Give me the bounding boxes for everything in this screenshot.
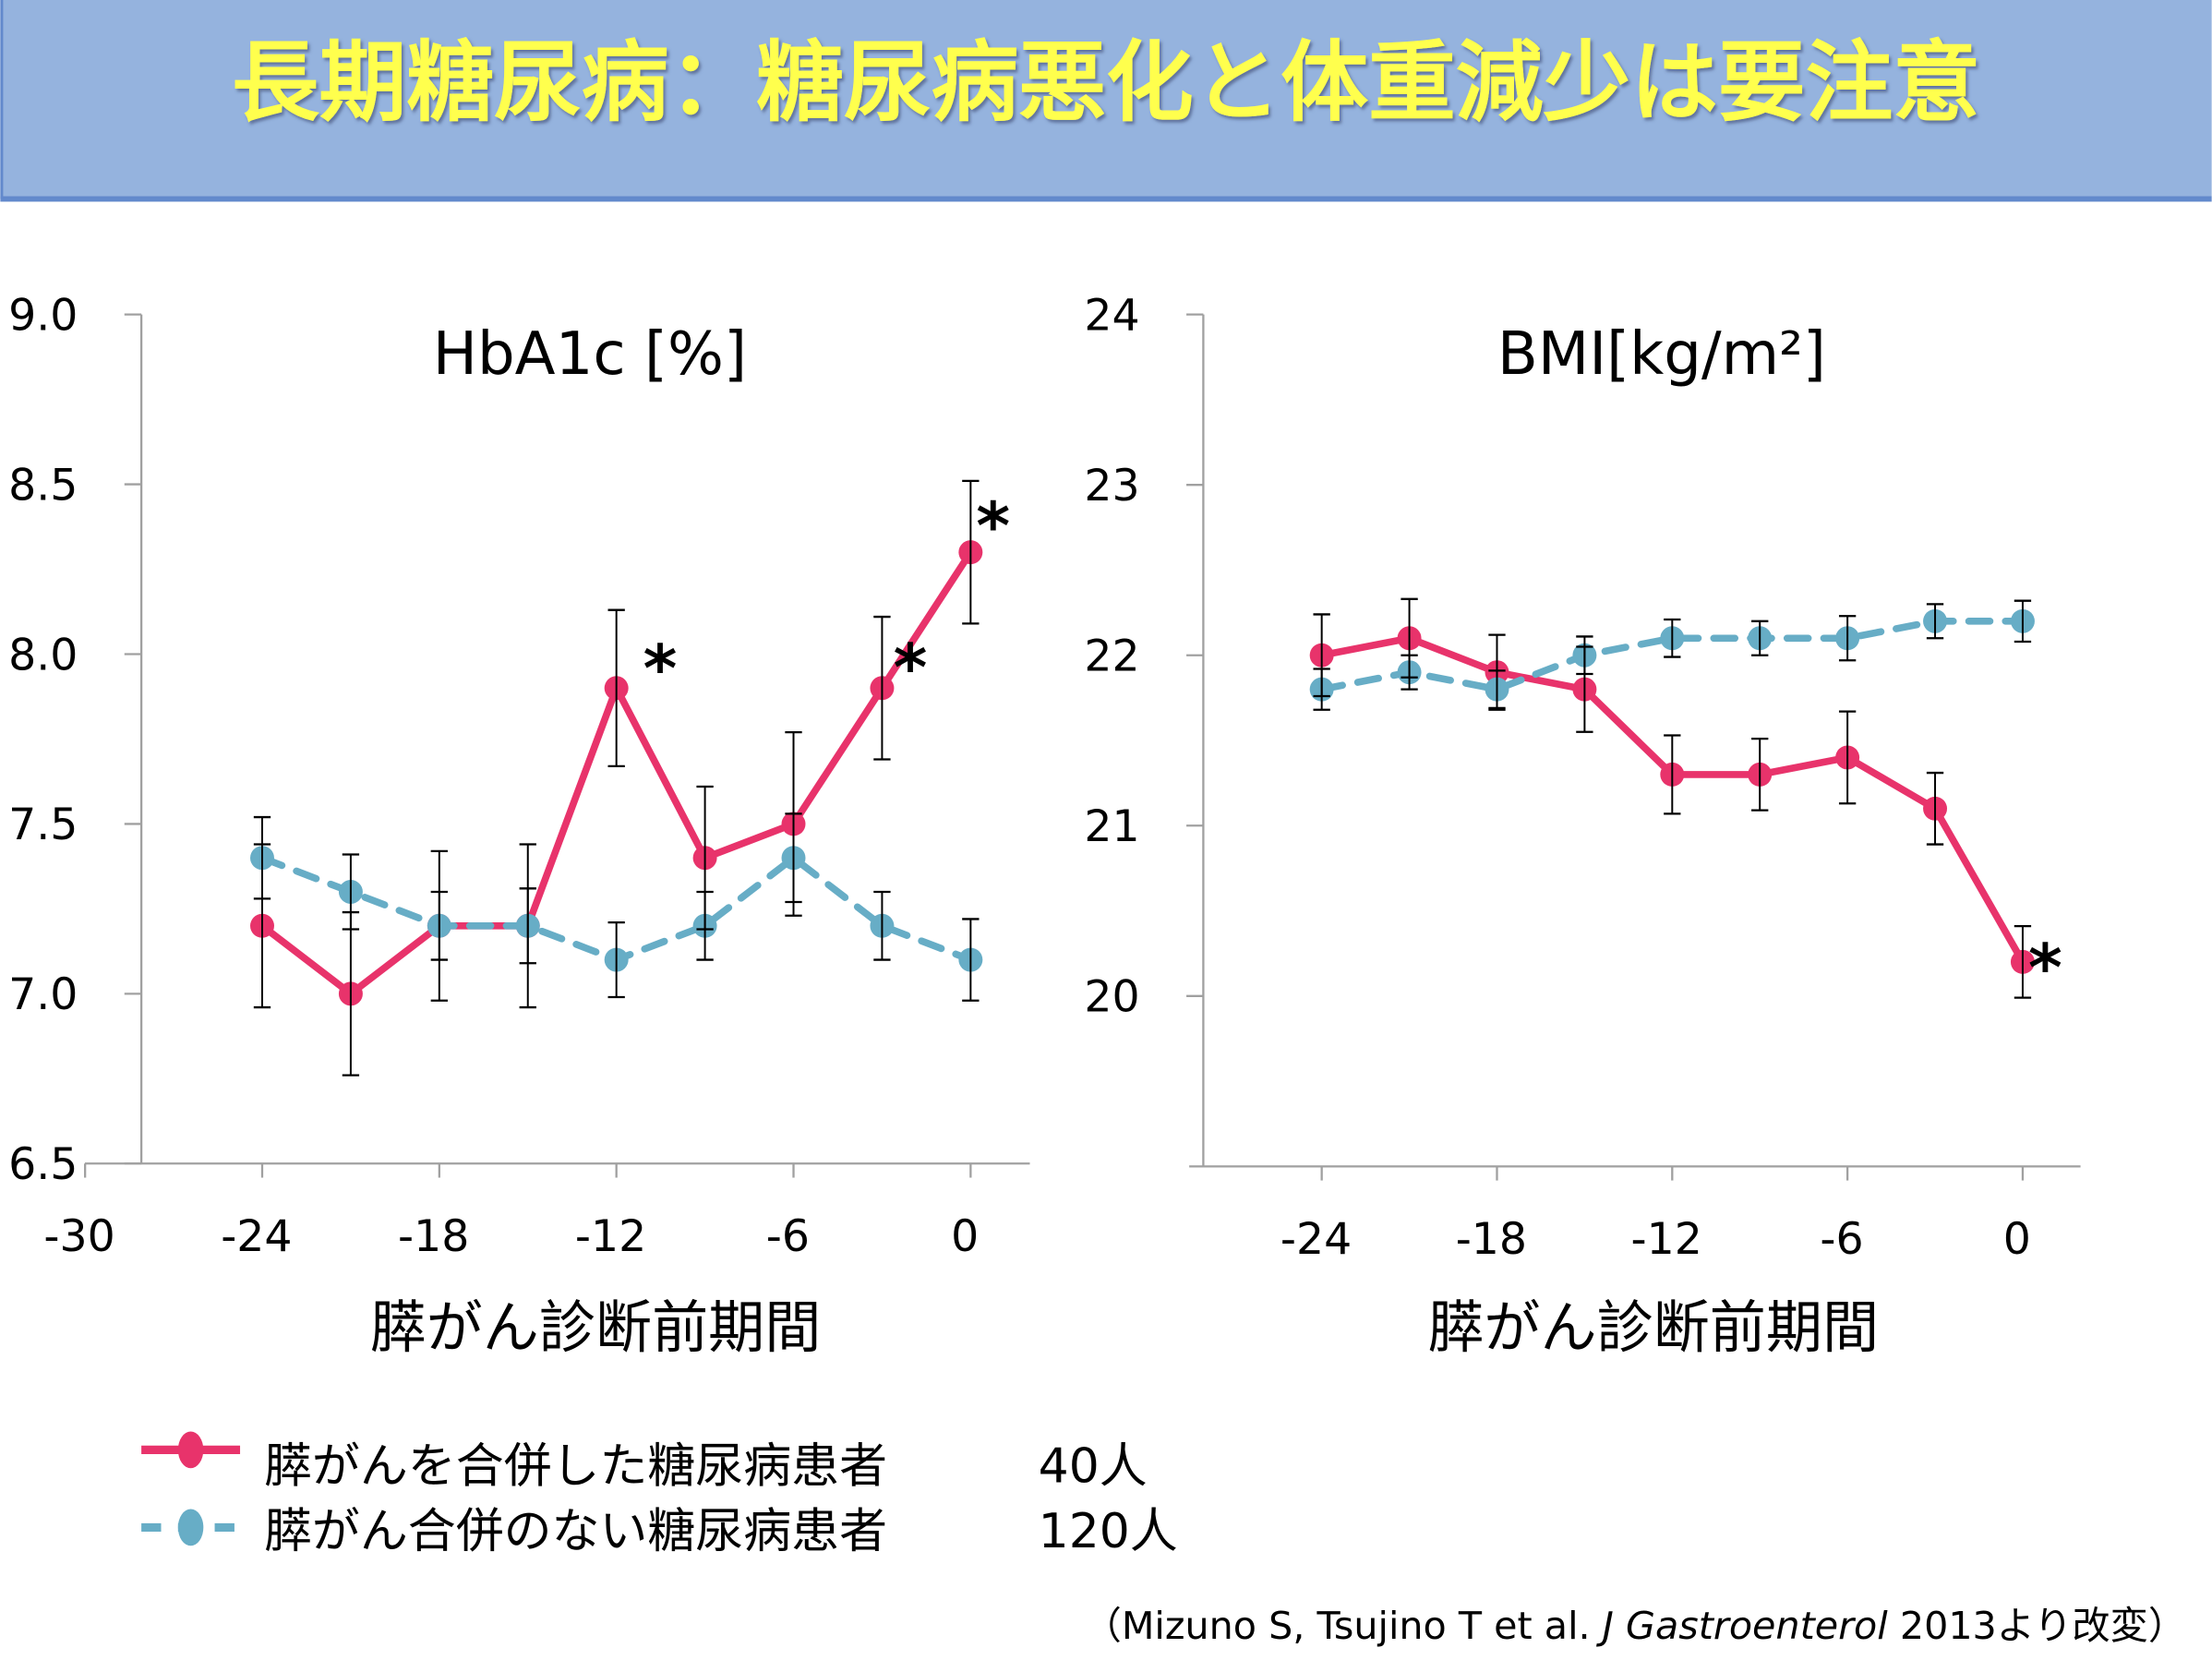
series-line — [1317, 618, 2026, 693]
error-bar — [1838, 615, 1857, 662]
error-bar — [873, 615, 891, 761]
legend-count: 120人 — [1039, 1504, 1178, 1559]
significance-asterisk: * — [976, 488, 1010, 564]
x-tick-label: -6 — [766, 1211, 810, 1262]
error-bar — [607, 920, 625, 999]
y-tick-label: 8.5 — [8, 460, 78, 511]
error-bar — [962, 479, 980, 625]
x-tick-label: -12 — [575, 1211, 646, 1262]
legend: 膵がんを合併した糖尿病患者 40人 膵がん合併のない糖尿病患者 120人 — [141, 1431, 1178, 1559]
error-bar — [785, 812, 802, 904]
error-bar — [1926, 603, 1944, 640]
significance-asterisk: * — [643, 631, 678, 706]
significance-asterisk: * — [2028, 930, 2062, 1005]
error-bar — [1751, 619, 1769, 656]
legend-marker-circle — [177, 1509, 204, 1546]
x-axis-title: 膵がん診断前期間 — [1427, 1295, 1879, 1361]
legend-item-no-pancreatic-cancer: 膵がん合併のない糖尿病患者 120人 — [141, 1504, 1178, 1559]
error-bar — [430, 890, 449, 961]
error-bar — [1401, 654, 1418, 691]
error-bar — [1751, 738, 1769, 812]
error-bar — [1664, 618, 1681, 658]
error-bar — [696, 890, 714, 961]
x-tick-label: -24 — [1280, 1214, 1352, 1265]
header-left-border — [0, 0, 4, 199]
error-bar — [253, 815, 271, 900]
error-bar — [962, 918, 980, 1002]
error-bar — [1838, 710, 1857, 805]
y-tick-label: 6.5 — [8, 1139, 78, 1190]
y-tick-label: 21 — [1084, 801, 1139, 852]
y-tick-label: 7.0 — [8, 969, 78, 1020]
legend-label: 膵がんを合併した糖尿病患者 — [264, 1439, 887, 1495]
y-tick-label: 24 — [1084, 290, 1139, 341]
error-bar — [1488, 669, 1506, 710]
y-tick-label: 23 — [1084, 461, 1139, 511]
error-bar — [2014, 599, 2032, 644]
header-background — [0, 0, 2212, 197]
x-tick-label: -30 — [43, 1211, 114, 1262]
x-tick-label: -12 — [1631, 1214, 1702, 1265]
citation-year: 2013より改変） — [1888, 1604, 2186, 1648]
bmi-chart: BMI[kg/m²] 24 23 22 21 20 -24 -18 -12 -6 0 膵がん診断前期間… — [1084, 290, 2081, 1361]
y-tick-label: 22 — [1084, 632, 1139, 682]
error-bar — [1313, 668, 1330, 711]
error-bar — [342, 853, 360, 931]
header-banner: 長期糖尿病：糖尿病悪化と体重減少は要注意 — [0, 0, 2212, 202]
legend-label: 膵がん合併のない糖尿病患者 — [264, 1504, 887, 1559]
x-axis-title: 膵がん診断前期間 — [370, 1295, 822, 1361]
y-tick-label: 7.5 — [8, 800, 78, 850]
x-tick-label: 0 — [951, 1211, 979, 1262]
x-tick-label: -6 — [1820, 1214, 1863, 1265]
y-tick-label: 20 — [1084, 972, 1139, 1023]
legend-item-pancreatic-cancer: 膵がんを合併した糖尿病患者 40人 — [141, 1431, 1148, 1495]
significance-asterisk: * — [894, 630, 928, 705]
y-tick-label: 8.0 — [8, 630, 78, 680]
header-border — [0, 196, 2212, 202]
error-bar — [519, 887, 536, 965]
legend-count: 40人 — [1039, 1439, 1148, 1495]
error-bar — [1576, 635, 1593, 676]
chart-title: BMI[kg/m²] — [1497, 319, 1826, 389]
x-tick-label: -18 — [398, 1211, 469, 1262]
x-tick-label: 0 — [2003, 1214, 2031, 1265]
chart-title: HbA1c [%] — [433, 319, 747, 389]
error-bar — [873, 890, 891, 961]
citation-authors: （Mizuno S, Tsujino T et al. — [1084, 1604, 1603, 1648]
citation-journal: J Gastroenterol — [1596, 1604, 1889, 1648]
y-tick-label: 9.0 — [8, 290, 78, 341]
x-tick-label: -18 — [1456, 1214, 1527, 1265]
error-bar — [1926, 771, 1944, 846]
x-tick-label: -24 — [221, 1211, 292, 1262]
hba1c-chart: HbA1c [%] 9.0 8.5 8.0 7.5 7.0 6.5 -30 -24 -18 -12 -… — [8, 290, 1030, 1361]
slide-title: 長期糖尿病：糖尿病悪化と体重減少は要注意 — [232, 32, 1980, 134]
legend-marker-circle — [177, 1431, 204, 1469]
error-bar — [2014, 924, 2032, 999]
error-bar — [607, 608, 625, 768]
error-bar — [1664, 734, 1681, 815]
citation: （Mizuno S, Tsujino T et al. J Gastroente… — [1084, 1604, 2187, 1648]
